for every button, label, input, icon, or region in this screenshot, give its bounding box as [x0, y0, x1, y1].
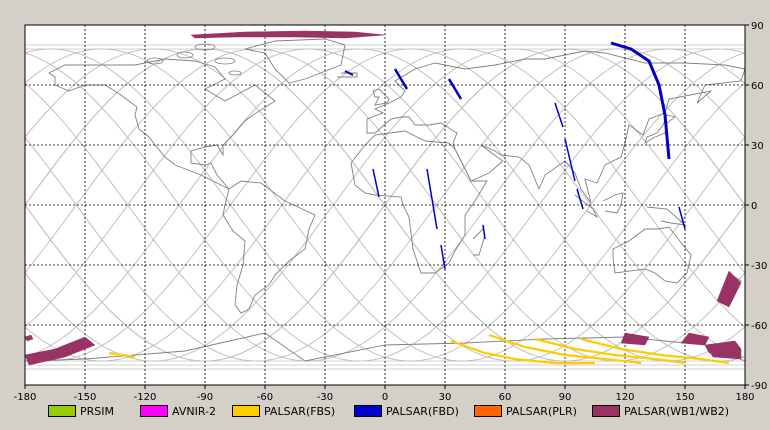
- graticule: [25, 25, 745, 385]
- island: [146, 57, 164, 65]
- lat-tick-label: 30: [751, 141, 764, 152]
- coastline: [350, 130, 488, 274]
- island: [176, 51, 194, 59]
- legend-item-palsar-fbs: PALSAR(FBS): [232, 402, 335, 420]
- legend-swatch: [354, 405, 382, 417]
- lat-tick-label: 0: [751, 201, 757, 212]
- map-border: [24, 24, 746, 386]
- fbd-swath: [372, 168, 380, 198]
- coastline: [244, 38, 346, 84]
- fbs-swath: [488, 333, 642, 365]
- lon-tick-label: 0: [382, 392, 388, 400]
- legend-label: PRSIM: [80, 404, 114, 418]
- legend-item-palsar-plr: PALSAR(PLR): [474, 402, 577, 420]
- lon-tick-label: 60: [499, 392, 512, 400]
- wb-swath: [24, 336, 96, 366]
- fbd-swath: [393, 68, 409, 90]
- legend-swatch: [140, 405, 168, 417]
- coastline: [48, 58, 276, 190]
- legend-item-palsar-fbd: PALSAR(FBD): [354, 402, 459, 420]
- lat-tick-label: 60: [751, 81, 764, 92]
- lat-tick-label: -30: [751, 261, 767, 272]
- legend-label: PALSAR(WB1/WB2): [624, 404, 730, 418]
- legend-label: PALSAR(FBS): [264, 404, 336, 418]
- lon-tick-label: 150: [675, 392, 694, 400]
- legend-swatch: [474, 405, 502, 417]
- lat-tick-label: 90: [751, 21, 764, 32]
- fbs-swath: [450, 339, 595, 365]
- fbd-swath: [482, 224, 486, 240]
- wb-swath: [716, 270, 742, 308]
- legend-swatch: [48, 405, 76, 417]
- legend-label: AVNIR-2: [172, 404, 216, 418]
- legend-item-prsim: PRSIM: [48, 402, 114, 420]
- fbs-swath: [580, 337, 730, 365]
- coastline: [372, 88, 390, 106]
- wb-swath: [708, 348, 742, 360]
- coastline: [366, 50, 746, 204]
- fbd-swath: [564, 138, 576, 182]
- lon-tick-label: -120: [134, 392, 157, 400]
- legend-label: PALSAR(PLR): [506, 404, 577, 418]
- wb-swath: [24, 334, 34, 342]
- fbd-swath: [610, 41, 671, 160]
- wb-swath: [620, 332, 650, 346]
- coastline: [574, 194, 599, 219]
- coastline: [612, 226, 692, 284]
- fbs-swath: [534, 337, 686, 365]
- observation-swaths: [24, 30, 742, 366]
- fbs-swath: [108, 351, 136, 359]
- orbit-track: [24, 48, 746, 362]
- wb-swath: [190, 30, 386, 39]
- lon-tick-label: 30: [439, 392, 452, 400]
- lat-tick-label: -90: [751, 381, 767, 392]
- legend-swatch: [592, 405, 620, 417]
- coastline: [222, 180, 316, 314]
- island: [228, 70, 242, 76]
- legend-item-palsar-wb: PALSAR(WB1/WB2): [592, 402, 729, 420]
- lon-tick-label: -180: [14, 392, 37, 400]
- lon-tick-label: 180: [735, 392, 754, 400]
- axis-ticks: -180 -150 -120 -90 -60 -30 0 30 60 90 120 150 180 90 6…: [14, 21, 768, 400]
- fbd-swath: [554, 102, 564, 128]
- island: [214, 57, 236, 65]
- lon-tick-label: 120: [615, 392, 634, 400]
- lon-tick-label: -30: [317, 392, 333, 400]
- lon-tick-label: -60: [257, 392, 273, 400]
- world-map[interactable]: -180 -150 -120 -90 -60 -30 0 30 60 90 120 150 180 90 6…: [0, 0, 770, 400]
- coastline: [602, 192, 624, 214]
- legend: PRSIM AVNIR-2 PALSAR(FBS) PALSAR(FBD) PA…: [48, 402, 748, 426]
- fbd-swath: [447, 78, 463, 100]
- legend-label: PALSAR(FBD): [386, 404, 459, 418]
- fbd-swath: [344, 70, 354, 76]
- lat-tick-label: -60: [751, 321, 767, 332]
- fbd-swath: [576, 188, 584, 210]
- fbd-swath: [440, 244, 446, 270]
- lon-tick-label: -150: [74, 392, 97, 400]
- fbd-swath: [426, 168, 438, 230]
- legend-swatch: [232, 405, 260, 417]
- lon-tick-label: 90: [559, 392, 572, 400]
- coastline: [644, 114, 677, 145]
- legend-item-avnir2: AVNIR-2: [140, 402, 216, 420]
- lon-tick-label: -90: [197, 392, 213, 400]
- fbd-swath: [678, 206, 686, 230]
